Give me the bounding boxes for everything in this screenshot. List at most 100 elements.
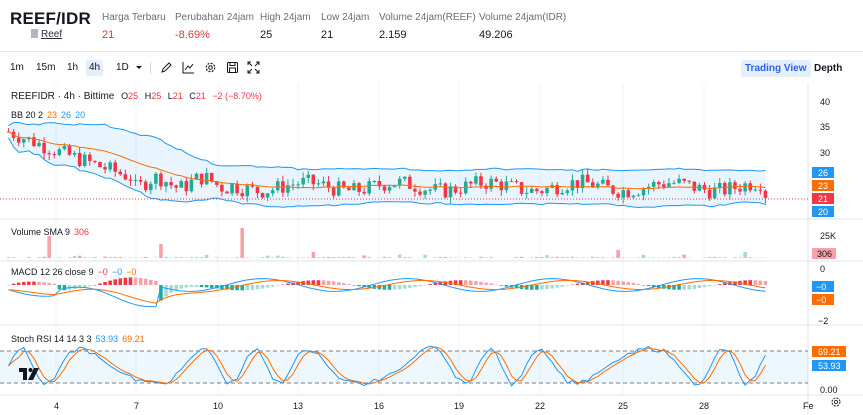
chart-container[interactable]: 40 35 30 26 23 21 20 25K 306 0 −0 −0 −2 …	[0, 83, 863, 415]
time-axis: 4 7 10 13 16 19 22 25 28 Fe	[54, 401, 814, 411]
interval-1m[interactable]: 1m	[10, 62, 24, 73]
tradingview-logo[interactable]	[18, 365, 42, 383]
macd-hist-bar	[209, 285, 214, 288]
interval-4h[interactable]: 4h	[86, 60, 104, 76]
interval-15m[interactable]: 15m	[36, 62, 56, 73]
volume-bar	[336, 257, 341, 258]
candle-body	[753, 189, 758, 191]
macd-hist-bar	[336, 282, 341, 285]
candle-body	[763, 190, 768, 198]
macd-badge-bg	[812, 281, 834, 292]
price-tick: 35	[820, 122, 830, 132]
candle-body	[265, 193, 270, 198]
candle-body	[240, 193, 244, 197]
macd-hist-bar	[387, 285, 392, 290]
volume-tick: 25K	[820, 231, 836, 241]
volume-bar	[636, 257, 641, 258]
gear-icon[interactable]	[204, 61, 217, 74]
volume-bar	[616, 250, 620, 258]
candle-body	[545, 187, 549, 194]
candle-body	[16, 137, 21, 143]
save-icon[interactable]	[226, 61, 239, 74]
candle-body	[22, 139, 26, 143]
candle-body	[342, 181, 346, 188]
macd-hist-bar	[717, 284, 722, 285]
last-price-badge: 21	[818, 194, 828, 204]
candle-body	[418, 191, 422, 195]
candle-body	[357, 183, 361, 192]
signal-badge: −0	[816, 295, 826, 305]
macd-legend: MACD 12 26 close 9 −0 −0 −0	[11, 267, 137, 277]
candle-body	[682, 178, 686, 181]
candle-body	[458, 192, 463, 194]
macd-hist-bar	[194, 285, 199, 287]
candle-body	[47, 153, 51, 155]
volume-bar	[565, 257, 570, 258]
chart-settings-icon[interactable]	[831, 397, 841, 407]
volume-bar	[707, 257, 712, 258]
candle-body	[596, 183, 600, 188]
trading-view-tab[interactable]: Trading View	[741, 60, 811, 77]
depth-tab[interactable]: Depth	[814, 63, 843, 74]
pencil-icon[interactable]	[160, 61, 173, 74]
volume-bar	[362, 255, 366, 258]
macd-hist-bar	[474, 281, 478, 285]
time-label: Fe	[803, 401, 814, 411]
candle-body	[245, 185, 250, 197]
macd-hist-bar	[174, 285, 178, 291]
candle-body	[88, 154, 92, 162]
price-chart[interactable]: 40 35 30 26 23 21 20 25K 306 0 −0 −0 −2 …	[0, 83, 863, 415]
macd-hist-bar	[265, 285, 270, 288]
volume-bar	[433, 257, 438, 258]
macd-hist-bar	[270, 285, 275, 287]
time-label: 10	[213, 401, 223, 411]
macd-hist-bar	[763, 280, 768, 285]
macd-hist-bar	[672, 285, 676, 290]
macd-hist-bar	[606, 280, 610, 285]
bollinger-basis-line	[8, 131, 766, 190]
candle-body	[723, 182, 727, 195]
line-chart-icon[interactable]	[182, 61, 195, 74]
macd-hist-bar	[494, 284, 498, 286]
macd-hist-bar	[418, 285, 422, 287]
candle-body	[57, 149, 62, 156]
volume-bar	[545, 255, 549, 258]
volume-bar	[397, 254, 402, 258]
candle-body	[636, 195, 641, 197]
signal-badge-bg	[812, 294, 834, 305]
volume-bar	[403, 257, 407, 258]
toolbar-divider	[150, 62, 151, 74]
macd-hist-bar	[82, 285, 87, 288]
volume-bar	[596, 257, 600, 258]
candle-body	[448, 186, 453, 198]
candle-body	[260, 193, 265, 198]
macd-hist-bar	[326, 280, 331, 285]
volume-bar	[37, 257, 41, 258]
macd-hist-bar	[204, 285, 209, 288]
volume-bar	[82, 257, 87, 258]
candle-body	[123, 174, 128, 180]
candle-body	[306, 174, 311, 178]
candle-body	[209, 172, 214, 182]
sub-pair-link[interactable]: Reef	[41, 29, 63, 40]
volume-bar	[108, 257, 112, 258]
macd-hist-bar	[11, 283, 16, 285]
macd-hist-bar	[479, 281, 483, 285]
macd-hist-bar	[570, 284, 575, 286]
volume-bar	[270, 257, 275, 258]
fullscreen-icon[interactable]	[247, 61, 260, 74]
macd-hist-bar	[240, 285, 244, 291]
volume-bar	[641, 254, 646, 258]
volume-bar	[748, 257, 752, 258]
candle-body	[296, 184, 300, 186]
candle-body	[662, 184, 666, 187]
macd-hist-bar	[32, 281, 36, 285]
chevron-down-icon[interactable]	[134, 61, 144, 74]
candle-body	[149, 183, 153, 191]
macd-hist-bar	[560, 285, 565, 287]
interval-1h[interactable]: 1h	[67, 62, 79, 73]
macd-badge: −0	[816, 282, 826, 292]
macd-hist-bar	[408, 285, 412, 289]
interval-1d[interactable]: 1D	[116, 62, 129, 73]
candle-body	[474, 176, 478, 184]
